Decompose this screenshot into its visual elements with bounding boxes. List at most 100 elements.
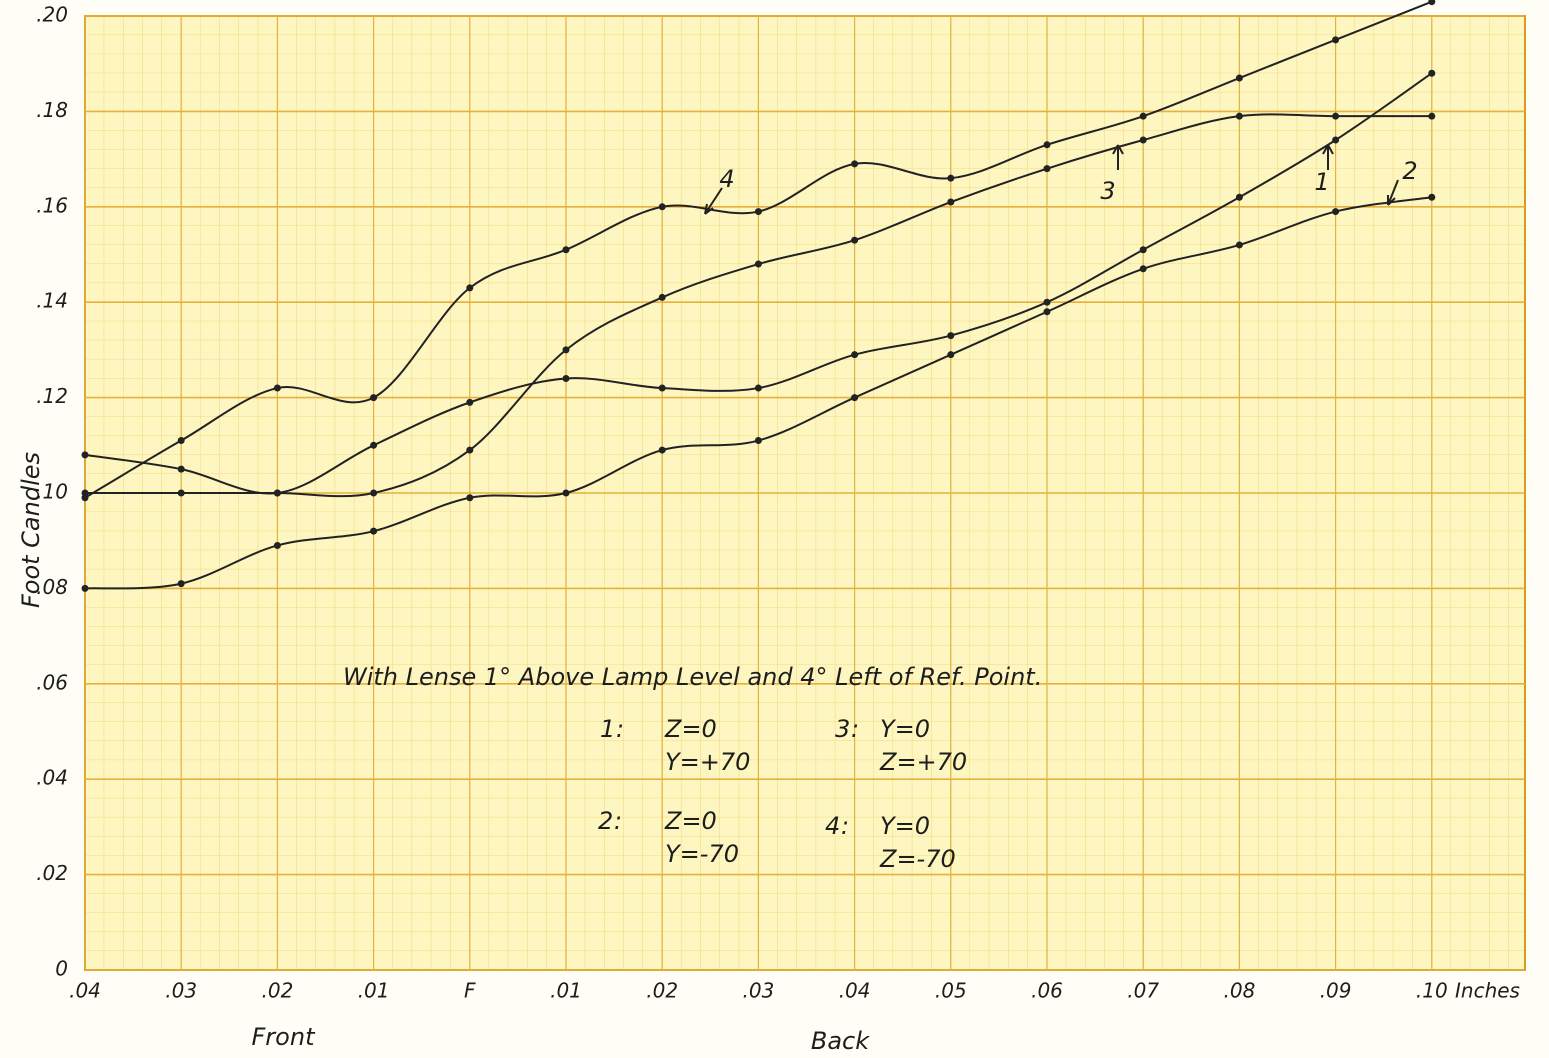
y-axis-title: Foot Candles	[17, 452, 45, 608]
data-point	[1139, 246, 1147, 254]
data-point	[1332, 136, 1340, 144]
x-tick-label: .07	[1127, 979, 1159, 1003]
y-tick-label: .04	[36, 766, 68, 790]
data-point	[177, 580, 185, 588]
data-point	[177, 489, 185, 497]
legend-condition: Y=-70	[665, 840, 739, 868]
data-point	[754, 208, 762, 216]
data-point	[1428, 193, 1436, 201]
data-point	[1043, 308, 1051, 316]
data-point	[562, 246, 570, 254]
data-point	[658, 384, 666, 392]
x-tick-label: .01	[550, 979, 582, 1003]
data-point	[658, 446, 666, 454]
x-tick-label: .01	[358, 979, 390, 1003]
legend-number: 4	[825, 812, 840, 840]
data-point	[1235, 112, 1243, 120]
curve-label: 2	[1402, 157, 1417, 185]
data-point	[658, 203, 666, 211]
data-point	[370, 527, 378, 535]
legend-condition: Z=-70	[879, 845, 956, 873]
data-point	[1235, 193, 1243, 201]
x-tick-label: .05	[935, 979, 967, 1003]
y-tick-label: .10	[36, 480, 68, 504]
data-point	[1139, 265, 1147, 273]
curve-label: 1	[1314, 168, 1329, 196]
data-point	[1428, 69, 1436, 77]
data-point	[273, 384, 281, 392]
data-point	[851, 236, 859, 244]
data-point	[370, 489, 378, 497]
x-group-label: Back	[811, 1027, 870, 1055]
data-point	[1332, 112, 1340, 120]
x-unit: Inches	[1455, 979, 1520, 1003]
data-point	[273, 541, 281, 549]
x-tick-label: .02	[646, 979, 678, 1003]
legend-number: 3	[835, 715, 850, 743]
y-tick-label: .20	[36, 3, 68, 27]
data-point	[658, 293, 666, 301]
data-point	[1139, 112, 1147, 120]
y-tick-label: .14	[36, 289, 68, 313]
data-point	[466, 446, 474, 454]
data-point	[754, 384, 762, 392]
data-point	[466, 284, 474, 292]
data-point	[1043, 298, 1051, 306]
legend-condition: Z=+70	[879, 748, 967, 776]
legend-colon: :	[616, 715, 624, 743]
data-point	[851, 160, 859, 168]
data-point	[1043, 165, 1051, 173]
legend-condition: Y=0	[880, 715, 930, 743]
data-point	[1332, 208, 1340, 216]
legend-condition: Z=0	[664, 715, 717, 743]
y-tick-label: .02	[36, 861, 68, 885]
x-tick-label: .03	[742, 979, 774, 1003]
x-tick-label: .04	[839, 979, 871, 1003]
data-point	[81, 494, 89, 502]
data-point	[562, 346, 570, 354]
data-point	[273, 489, 281, 497]
data-point	[81, 584, 89, 592]
legend-condition: Y=0	[880, 812, 930, 840]
x-tick-label: F	[464, 979, 476, 1003]
y-tick-label: .18	[36, 98, 68, 122]
curve-label: 3	[1100, 177, 1115, 205]
data-point	[1332, 36, 1340, 44]
series-line	[84, 72, 1433, 495]
data-point	[466, 398, 474, 406]
x-tick-label: .02	[261, 979, 293, 1003]
y-tick-label: .06	[36, 670, 68, 694]
y-tick-label: 0	[55, 957, 68, 981]
x-tick-label: .03	[165, 979, 197, 1003]
data-point	[754, 260, 762, 268]
data-point	[1235, 241, 1243, 249]
x-group-label: Front	[252, 1023, 317, 1051]
x-tick-label: .08	[1223, 979, 1255, 1003]
data-point	[851, 351, 859, 359]
data-point	[754, 437, 762, 445]
legend-colon: :	[851, 715, 859, 743]
data-point	[177, 437, 185, 445]
data-point	[947, 351, 955, 359]
data-point	[562, 375, 570, 383]
x-tick-label: .04	[69, 979, 101, 1003]
y-tick-label: .16	[36, 193, 68, 217]
data-point	[947, 174, 955, 182]
legend-number: 2	[598, 807, 613, 835]
data-point	[370, 394, 378, 402]
data-point	[81, 451, 89, 459]
legend-number: 1	[600, 715, 615, 743]
x-tick-label: .10	[1416, 979, 1448, 1003]
data-point	[1139, 136, 1147, 144]
data-point	[177, 465, 185, 473]
data-point	[947, 198, 955, 206]
data-point	[562, 489, 570, 497]
data-point	[1235, 74, 1243, 82]
data-point	[851, 394, 859, 402]
data-point	[1043, 141, 1051, 149]
data-point	[1428, 112, 1436, 120]
chart-title: With Lense 1° Above Lamp Level and 4° Le…	[343, 663, 1042, 691]
legend-colon: :	[614, 807, 622, 835]
legend-colon: :	[841, 812, 849, 840]
